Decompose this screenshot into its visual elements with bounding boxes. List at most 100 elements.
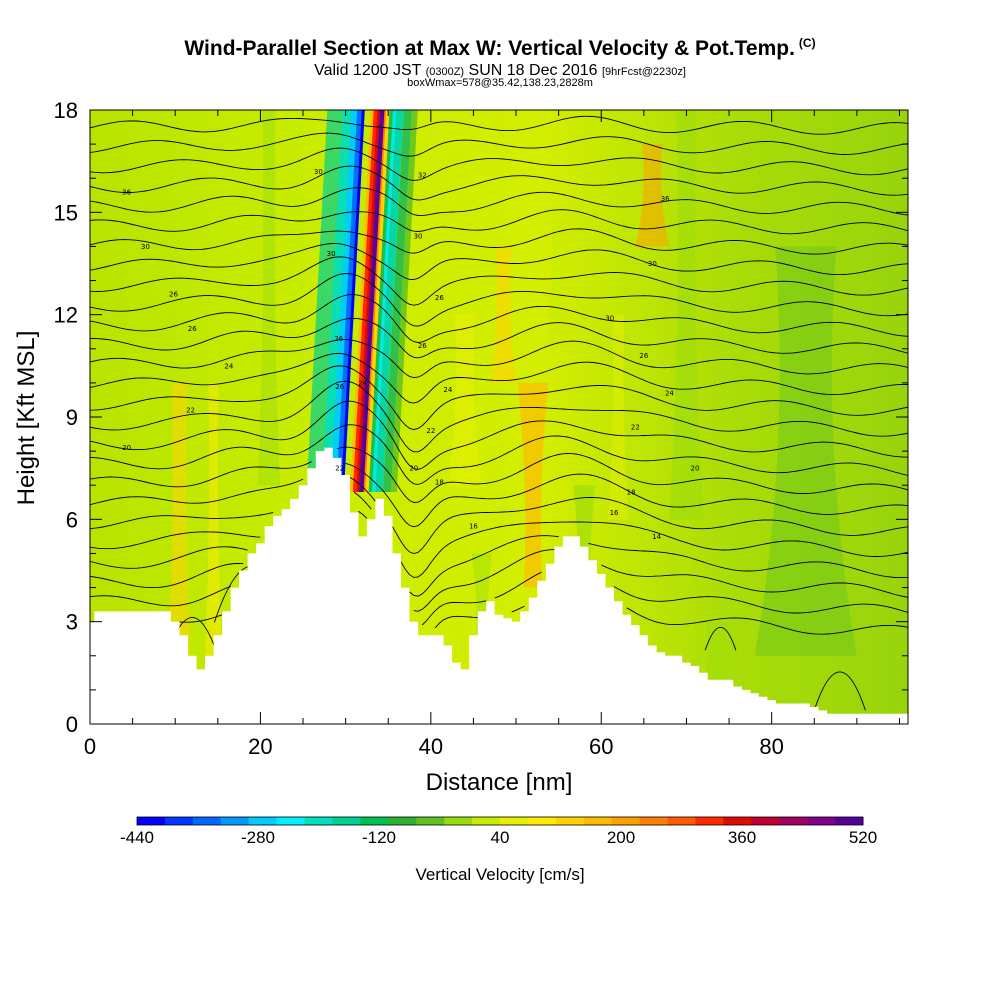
valid-prefix: Valid 1200 JST — [314, 62, 422, 79]
theta-contour — [813, 671, 866, 711]
contour-label: 24 — [443, 386, 452, 394]
contour-label: 30 — [327, 250, 336, 258]
contour-label: 24 — [665, 390, 674, 398]
theta-contour — [90, 132, 908, 157]
contour-label: 22 — [426, 427, 435, 435]
chart-subtitle: Valid 1200 JST (0300Z) SUN 18 Dec 2016 [… — [0, 62, 1000, 80]
contour-label: 16 — [610, 509, 619, 517]
contour-label: 26 — [334, 335, 343, 343]
colorbar-swatch — [779, 817, 808, 825]
velocity-band — [490, 246, 517, 383]
colorbar-tick-label: 40 — [491, 828, 510, 847]
x-tick-label: 0 — [84, 734, 96, 759]
theta-contour — [90, 549, 908, 612]
theta-contour — [90, 115, 908, 135]
colorbar-swatch — [472, 817, 501, 825]
colorbar-swatch — [611, 817, 641, 825]
theta-contour — [90, 256, 908, 306]
x-tick-label: 60 — [589, 734, 613, 759]
contour-label: 26 — [188, 325, 197, 333]
velocity-band — [517, 382, 549, 588]
theta-contour — [90, 571, 908, 626]
theta-contour — [90, 365, 908, 430]
colorbar-swatch — [555, 817, 585, 825]
x-tick-label: 20 — [248, 734, 272, 759]
chart-title-text: Wind-Parallel Section at Max W: Vertical… — [184, 37, 795, 60]
forecast-info: [9hrFcst@2230z] — [601, 66, 686, 78]
theta-contour — [90, 187, 908, 217]
contour-label: 14 — [652, 533, 661, 541]
colorbar-tick-label: -120 — [362, 828, 396, 847]
theta-contour — [90, 243, 908, 280]
theta-contour — [90, 165, 908, 201]
terrain-mask — [90, 447, 908, 724]
contour-label: 30 — [605, 315, 614, 323]
velocity-bands — [166, 110, 857, 724]
contour-label: 30 — [314, 168, 323, 176]
colorbar-tick-label: 520 — [849, 828, 877, 847]
theta-contour — [90, 147, 908, 181]
colorbar-swatch — [444, 817, 473, 825]
velocity-band — [754, 246, 857, 656]
velocity-band — [669, 110, 704, 520]
contour-label: 30 — [648, 260, 657, 268]
contour-label: 22 — [335, 465, 344, 473]
theta-contour — [704, 627, 737, 651]
y-tick-label: 6 — [66, 507, 78, 532]
contour-label: 20 — [122, 444, 131, 452]
theta-contour — [90, 209, 908, 235]
theta-contour — [90, 273, 908, 327]
colorbar-swatch — [527, 817, 557, 825]
y-tick-label: 12 — [54, 303, 78, 328]
colorbar-tick-label: 200 — [607, 828, 635, 847]
theta-contour — [90, 353, 908, 404]
colorbar-swatch — [304, 817, 333, 825]
theta-contour — [90, 380, 908, 453]
colorbar-swatch — [807, 817, 836, 825]
colorbar-swatch — [192, 817, 222, 825]
theta-contour — [90, 317, 908, 359]
theta-contour — [90, 400, 908, 470]
velocity-band — [608, 314, 629, 520]
contour-label: 26 — [335, 383, 344, 391]
updraft-strip — [383, 110, 418, 493]
colorbar-swatch — [164, 817, 194, 825]
contour-label: 22 — [631, 424, 640, 432]
valid-utc: (0300Z) — [425, 66, 465, 78]
colorbar-swatch — [332, 817, 361, 825]
theta-contour — [90, 477, 908, 554]
contour-label: 20 — [691, 465, 700, 473]
theta-contour — [90, 294, 908, 343]
contour-label: 18 — [435, 478, 444, 486]
colorbar-label: Vertical Velocity [cm/s] — [415, 865, 584, 884]
x-axis-label: Distance [nm] — [426, 769, 573, 796]
theta-contour — [179, 605, 908, 635]
theta-contour — [90, 446, 908, 503]
contour-label: 16 — [469, 523, 478, 531]
colorbar-swatch — [639, 817, 668, 825]
contour-label: 26 — [435, 294, 444, 302]
x-axis: 0 20 40 60 80 — [84, 110, 900, 759]
contour-label: 18 — [627, 489, 636, 497]
velocity-band — [545, 212, 572, 349]
colorbar-swatch — [723, 817, 752, 825]
contour-label: 36 — [122, 188, 131, 196]
colorbar-swatch — [583, 817, 613, 825]
y-tick-label: 18 — [54, 98, 78, 123]
contour-label: 30 — [414, 233, 423, 241]
contour-label: 20 — [409, 465, 418, 473]
colorbar-tick-label: -280 — [241, 828, 275, 847]
colorbar-swatch — [276, 817, 305, 825]
updraft-core — [306, 110, 418, 493]
colorbar-tick-label: 360 — [728, 828, 756, 847]
chart-title: Wind-Parallel Section at Max W: Vertical… — [0, 36, 1000, 61]
x-tick-label: 80 — [759, 734, 783, 759]
x-tick-label: 40 — [419, 734, 443, 759]
colorbar-swatch — [388, 817, 417, 825]
theta-contour — [90, 228, 908, 255]
contour-label: 30 — [141, 243, 150, 251]
contour-label: 26 — [418, 342, 427, 350]
theta-contour — [90, 510, 908, 597]
colorbar-swatch — [137, 817, 166, 825]
